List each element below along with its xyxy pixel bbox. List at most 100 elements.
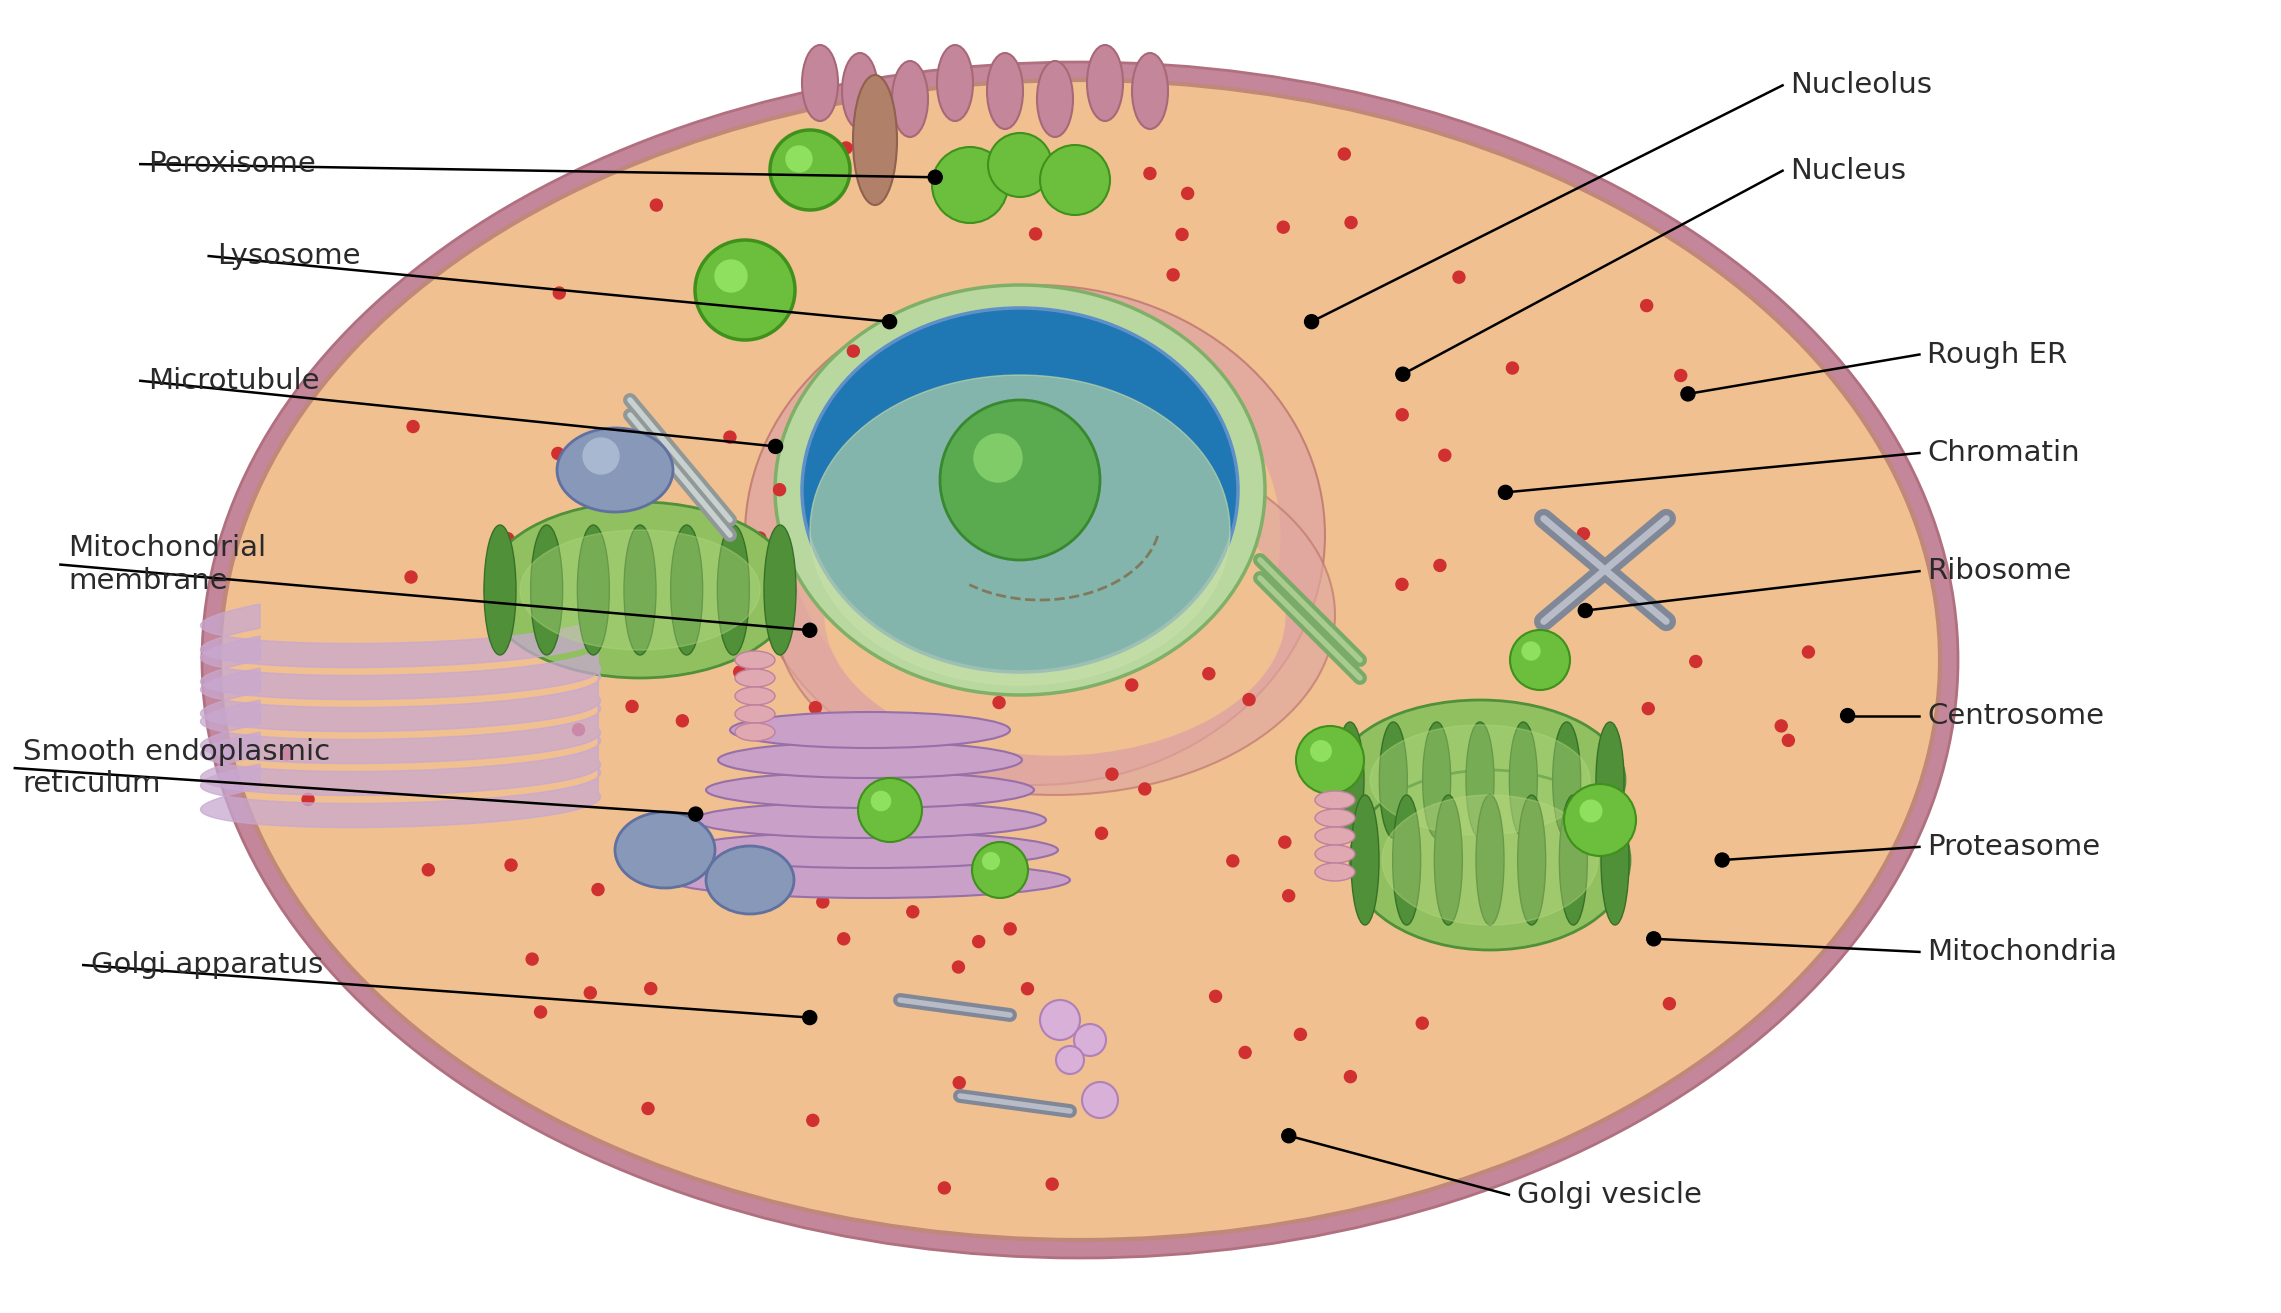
Circle shape [1505,362,1519,374]
Ellipse shape [1316,863,1355,881]
Ellipse shape [892,60,928,137]
Text: Mitochondria: Mitochondria [1927,937,2117,966]
Text: Mitochondrial
membrane: Mitochondrial membrane [68,534,267,595]
Circle shape [1339,148,1350,160]
Circle shape [1802,646,1813,658]
Circle shape [1280,836,1291,848]
Circle shape [534,1006,547,1018]
Ellipse shape [671,525,703,655]
Ellipse shape [1597,722,1624,838]
Circle shape [573,723,584,735]
Circle shape [1168,269,1179,281]
Ellipse shape [776,285,1266,695]
Circle shape [940,400,1099,561]
Circle shape [974,435,1022,482]
Circle shape [301,793,315,805]
Ellipse shape [577,525,609,655]
Circle shape [1510,630,1569,691]
Circle shape [625,700,639,713]
Circle shape [773,483,785,496]
Ellipse shape [1334,700,1624,860]
Circle shape [1040,1001,1079,1040]
Circle shape [771,130,851,210]
Ellipse shape [803,309,1239,672]
Circle shape [1499,486,1512,499]
Ellipse shape [682,832,1058,868]
Circle shape [1581,800,1601,822]
Circle shape [1177,228,1188,240]
Circle shape [1293,1028,1307,1040]
Circle shape [1715,853,1729,867]
Circle shape [937,1182,951,1194]
Circle shape [787,146,812,172]
Circle shape [1647,932,1661,945]
Circle shape [1781,734,1795,746]
Circle shape [504,859,518,871]
Circle shape [1578,604,1592,617]
Circle shape [1453,272,1464,284]
Ellipse shape [616,811,714,888]
Circle shape [1282,890,1296,902]
Circle shape [1305,315,1318,328]
Circle shape [527,953,538,965]
Circle shape [1040,144,1111,215]
Text: Lysosome: Lysosome [217,242,360,270]
Circle shape [422,864,433,876]
Text: Golgi vesicle: Golgi vesicle [1517,1180,1702,1209]
Circle shape [677,714,689,727]
Ellipse shape [1560,794,1588,924]
Circle shape [1656,517,1667,529]
Circle shape [933,147,1008,223]
Circle shape [406,420,420,432]
Circle shape [1138,783,1152,794]
Circle shape [552,448,563,460]
Circle shape [1074,1024,1106,1056]
Ellipse shape [1337,722,1364,838]
Text: Microtubule: Microtubule [148,366,319,395]
Circle shape [689,807,703,821]
Ellipse shape [1467,722,1494,838]
Circle shape [1081,1082,1118,1117]
Ellipse shape [1316,827,1355,846]
Ellipse shape [842,53,878,129]
Text: Centrosome: Centrosome [1927,701,2105,730]
Circle shape [1442,765,1453,779]
Circle shape [1578,528,1590,540]
Text: Peroxisome: Peroxisome [148,150,317,179]
Text: Nucleus: Nucleus [1791,156,1907,185]
Circle shape [584,439,618,474]
Ellipse shape [734,687,776,705]
Ellipse shape [789,330,1280,741]
Ellipse shape [671,863,1070,898]
Circle shape [928,171,942,184]
Ellipse shape [1350,794,1380,924]
Circle shape [778,855,789,867]
Circle shape [803,624,817,637]
Ellipse shape [693,802,1047,838]
Circle shape [839,142,853,154]
Circle shape [650,471,661,483]
Circle shape [1353,738,1364,751]
Ellipse shape [1316,809,1355,827]
Circle shape [714,260,746,291]
Circle shape [1047,1178,1058,1190]
Circle shape [650,200,661,211]
Text: Proteasome: Proteasome [1927,832,2101,861]
Circle shape [992,696,1006,709]
Ellipse shape [1131,53,1168,129]
Circle shape [810,701,821,713]
Circle shape [974,160,985,172]
Circle shape [584,987,595,999]
Circle shape [782,822,794,834]
Circle shape [1209,990,1223,1002]
Circle shape [1282,1129,1296,1142]
Ellipse shape [734,651,776,670]
Circle shape [641,1103,655,1115]
Text: Chromatin: Chromatin [1927,439,2080,467]
Circle shape [803,1011,817,1024]
Circle shape [753,532,766,544]
Circle shape [769,440,782,453]
Circle shape [1346,217,1357,228]
Circle shape [1022,982,1033,995]
Circle shape [1277,221,1289,234]
